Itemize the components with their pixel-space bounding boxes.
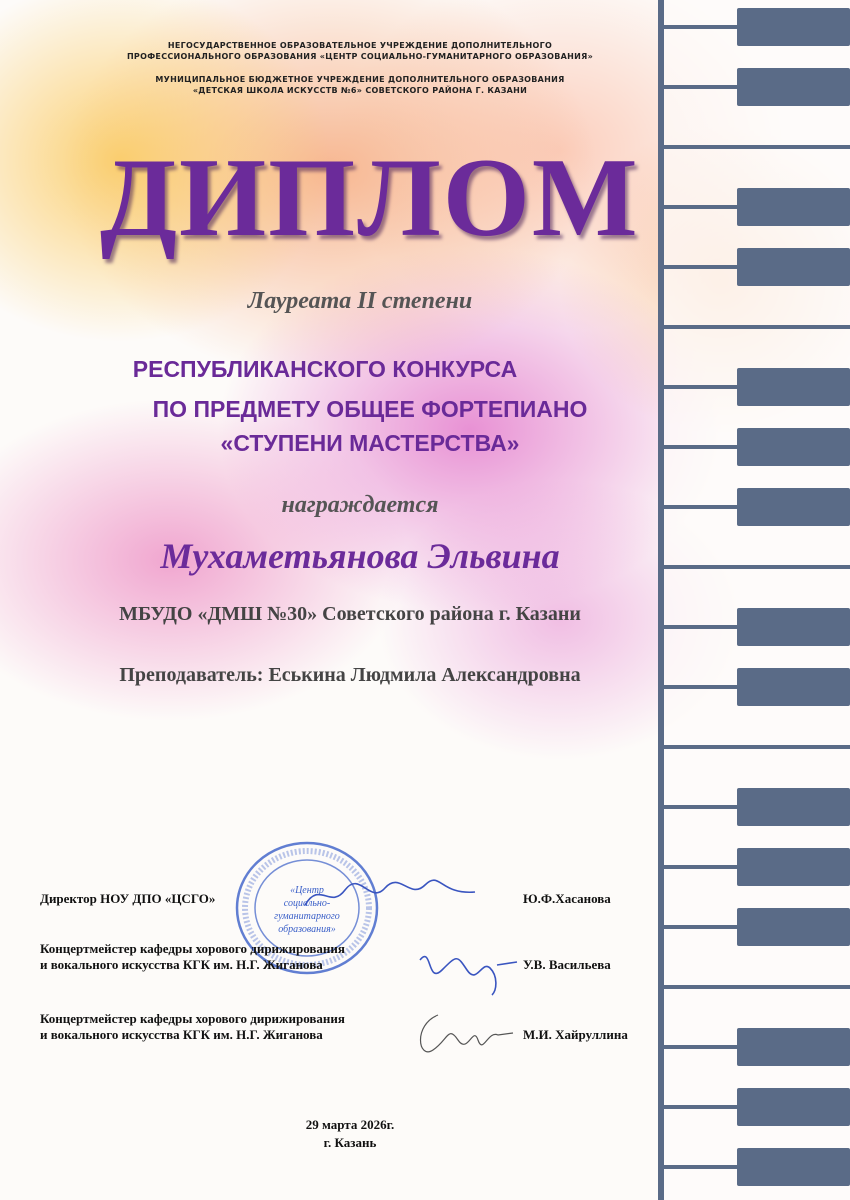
svg-text:гуманитарного: гуманитарного	[274, 911, 340, 922]
signature-role-3: Концертмейстер кафедры хорового дирижиро…	[40, 1011, 345, 1043]
diploma-title: ДИПЛОМ	[100, 136, 640, 260]
contest-line-2: ПО ПРЕДМЕТУ ОБЩЕЕ ФОРТЕПИАНО	[152, 396, 588, 422]
role-line: и вокального искусства КГК им. Н.Г. Жига…	[40, 1027, 323, 1042]
black-key	[737, 1088, 850, 1126]
signature-role-2: Концертмейстер кафедры хорового дирижиро…	[40, 941, 345, 973]
black-key	[737, 908, 850, 946]
signature-name-director: Ю.Ф.Хасанова	[523, 891, 611, 906]
black-key	[737, 68, 850, 106]
white-key-divider	[664, 325, 850, 329]
black-key	[737, 608, 850, 646]
role-line: и вокального искусства КГК им. Н.Г. Жига…	[40, 957, 323, 972]
signature-name-2: У.В. Васильева	[523, 957, 611, 972]
signature-role-director: Директор НОУ ДПО «ЦСГО»	[40, 891, 216, 906]
signature-name-3: М.И. Хайруллина	[523, 1027, 628, 1042]
role-line: Концертмейстер кафедры хорового дирижиро…	[40, 1011, 345, 1026]
black-key	[737, 368, 850, 406]
piano-edge-line	[658, 0, 664, 1200]
white-key-divider	[664, 745, 850, 749]
black-key	[737, 8, 850, 46]
contest-line-3: «СТУПЕНИ МАСТЕРСТВА»	[220, 430, 520, 456]
issue-city: г. Казань	[323, 1135, 377, 1150]
black-key	[737, 1028, 850, 1066]
org2-line1: МУНИЦИПАЛЬНОЕ БЮДЖЕТНОЕ УЧРЕЖДЕНИЕ ДОПОЛ…	[155, 75, 565, 84]
org1-line1: НЕГОСУДАРСТВЕННОЕ ОБРАЗОВАТЕЛЬНОЕ УЧРЕЖД…	[167, 41, 553, 50]
handwritten-signature-2	[419, 956, 518, 996]
org1-line2: ПРОФЕССИОНАЛЬНОГО ОБРАЗОВАНИЯ «ЦЕНТР СОЦ…	[126, 52, 594, 61]
issue-date: 29 марта 2026г.	[305, 1117, 395, 1132]
white-key-divider	[664, 985, 850, 989]
contest-line-1: РЕСПУБЛИКАНСКОГО КОНКУРСА	[132, 356, 518, 382]
org2-line2: «ДЕТСКАЯ ШКОЛА ИСКУССТВ №6» СОВЕТСКОГО Р…	[192, 86, 528, 95]
black-key	[737, 788, 850, 826]
school-name: МБУДО «ДМШ №30» Советского района г. Каз…	[119, 603, 581, 625]
handwritten-signature-1	[304, 879, 476, 906]
black-key	[737, 488, 850, 526]
black-key	[737, 248, 850, 286]
black-key	[737, 848, 850, 886]
svg-text:образования»: образования»	[278, 924, 336, 935]
svg-text:«Центр: «Центр	[290, 885, 324, 896]
role-line: Концертмейстер кафедры хорового дирижиро…	[40, 941, 345, 956]
awarded-label: награждается	[281, 492, 439, 518]
white-key-divider	[664, 145, 850, 149]
svg-text:социально-: социально-	[284, 898, 330, 909]
teacher-name: Преподаватель: Еськина Людмила Александр…	[119, 664, 581, 686]
degree-label: Лауреата II степени	[247, 288, 473, 314]
black-key	[737, 428, 850, 466]
white-key-divider	[664, 565, 850, 569]
organization-header-2: МУНИЦИПАЛЬНОЕ БЮДЖЕТНОЕ УЧРЕЖДЕНИЕ ДОПОЛ…	[40, 74, 680, 96]
piano-white-keys	[661, 0, 850, 1200]
black-key	[737, 668, 850, 706]
handwritten-signature-3	[420, 1014, 514, 1053]
black-key	[737, 188, 850, 226]
black-key	[737, 1148, 850, 1186]
official-stamp: «Центр социально- гуманитарного образова…	[235, 841, 379, 975]
recipient-name: Мухаметьянова Эльвина	[160, 536, 560, 576]
organization-header-1: НЕГОСУДАРСТВЕННОЕ ОБРАЗОВАТЕЛЬНОЕ УЧРЕЖД…	[40, 40, 680, 62]
